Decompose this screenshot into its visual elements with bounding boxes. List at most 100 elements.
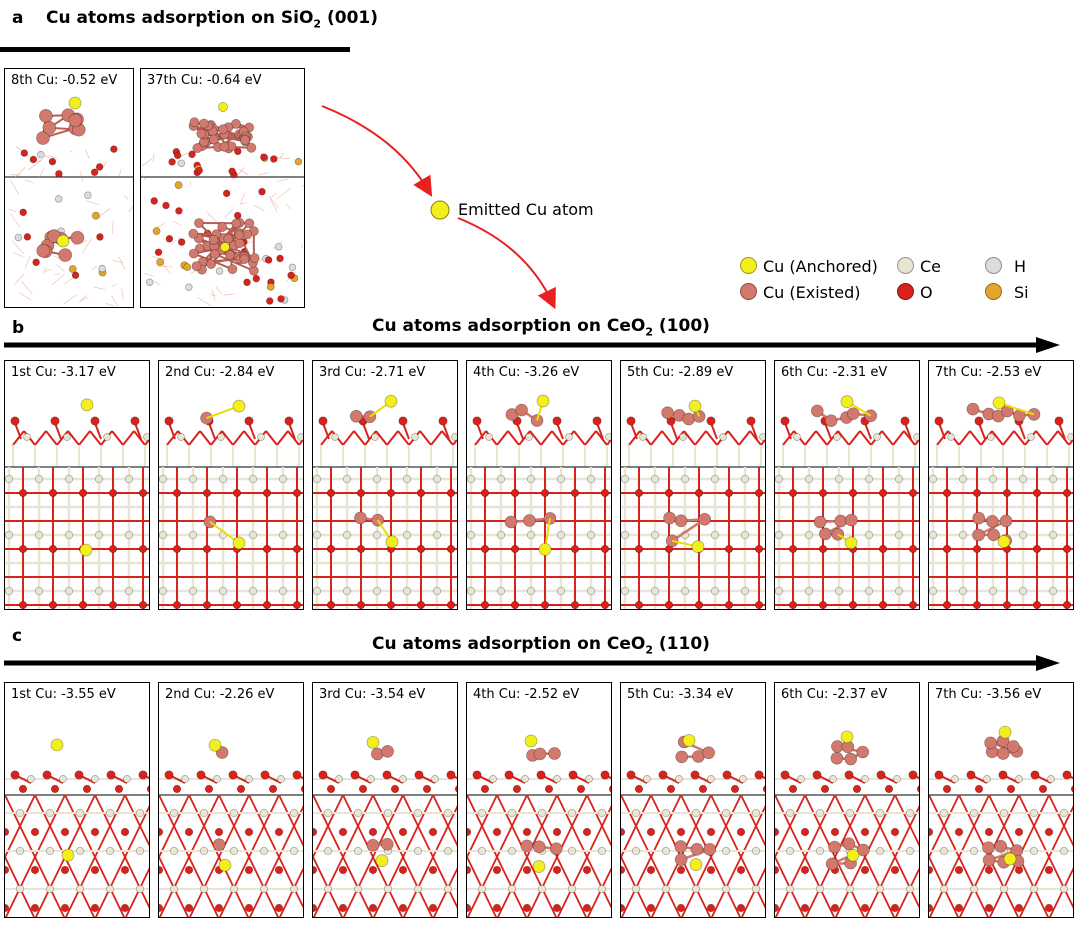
panel-b-frame-3-caption: 3rd Cu: -2.71 eV <box>319 365 426 380</box>
cu-anchored-atom <box>844 536 858 550</box>
cu-existed-atom <box>813 515 827 529</box>
ce-atom <box>661 808 671 818</box>
bond <box>278 794 303 847</box>
panel-c-frame-5: 5th Cu: -3.34 eV <box>620 682 766 918</box>
o-atom <box>972 600 982 609</box>
panel-a-frame-1: 8th Cu: -0.52 eV <box>4 68 134 308</box>
ce-atom <box>1015 775 1023 783</box>
ce-atom <box>335 775 343 783</box>
ce-atom <box>188 474 198 484</box>
cu-anchored-atom <box>524 734 538 748</box>
o-atom <box>890 903 900 913</box>
legend-h: H <box>985 257 1026 276</box>
o-atom <box>621 827 626 837</box>
ce-atom <box>313 530 322 540</box>
o-atom <box>621 865 626 875</box>
ce-atom <box>797 775 805 783</box>
cu-anchored-atom <box>997 535 1011 548</box>
bond <box>153 281 161 285</box>
bond <box>1018 805 1073 917</box>
o-atom <box>998 770 1008 780</box>
o-atom <box>106 770 116 780</box>
o-atom <box>634 600 644 609</box>
ce-atom <box>751 808 761 818</box>
ce-atom <box>804 530 814 540</box>
ce-atom <box>443 884 453 894</box>
o-atom <box>788 544 798 554</box>
o-atom <box>634 544 644 554</box>
cu-existed-atom <box>982 841 995 855</box>
panel-c-frame-7-caption: 7th Cu: -3.56 eV <box>935 687 1042 702</box>
bond <box>221 430 234 446</box>
o-atom <box>634 784 644 794</box>
o-atom <box>264 256 273 264</box>
bond <box>540 430 553 446</box>
bond <box>980 430 993 446</box>
o-atom <box>467 827 472 837</box>
bond <box>24 179 34 183</box>
legend-ce-label: Ce <box>920 257 942 276</box>
bond <box>159 854 190 917</box>
cu-existed-atom <box>349 409 363 423</box>
o-atom <box>1030 770 1040 780</box>
o-atom <box>42 770 52 780</box>
ce-atom <box>740 474 750 484</box>
ce-atom <box>507 846 517 856</box>
bond <box>124 867 149 917</box>
bond <box>375 430 388 446</box>
ce-atom <box>143 433 149 441</box>
panel-a-frame-2: 37th Cu: -0.64 eV <box>140 68 305 308</box>
legend-cu-anchored: Cu (Anchored) <box>740 257 878 276</box>
cu-existed-atom <box>533 747 547 761</box>
h-atom <box>84 191 92 199</box>
panel-b-frame-2-caption: 2nd Cu: -2.84 eV <box>165 365 275 380</box>
bond <box>171 239 177 245</box>
bond <box>9 213 21 228</box>
ce-atom <box>815 808 825 818</box>
ce-atom <box>740 586 750 596</box>
o-atom <box>108 488 118 498</box>
bond <box>94 805 149 917</box>
o-atom <box>1044 827 1054 837</box>
bond <box>11 240 24 255</box>
cu-existed-atom <box>698 512 712 526</box>
ce-atom <box>556 530 566 540</box>
bond <box>14 422 22 440</box>
ce-atom <box>383 884 393 894</box>
ce-atom <box>567 808 577 818</box>
ce-atom <box>861 775 869 783</box>
bond <box>705 430 718 446</box>
bond <box>94 422 102 440</box>
ce-atom <box>443 808 453 818</box>
ce-atom <box>721 808 731 818</box>
bond <box>1013 430 1026 446</box>
ce-atom <box>804 474 814 484</box>
bond <box>9 180 20 195</box>
bond <box>496 794 558 917</box>
ce-atom <box>383 808 393 818</box>
o-atom <box>338 827 348 837</box>
ce-atom <box>526 586 536 596</box>
o-atom <box>818 488 828 498</box>
o-atom <box>78 600 88 609</box>
ce-atom <box>135 846 145 856</box>
o-atom <box>600 488 610 498</box>
o-atom <box>173 151 182 160</box>
bond <box>671 518 706 542</box>
o-atom <box>570 600 580 609</box>
panel-c-title-main: Cu atoms adsorption on CeO <box>372 634 646 654</box>
o-atom <box>146 785 149 793</box>
o-atom <box>356 600 366 609</box>
ce-atom <box>496 586 506 596</box>
o-atom <box>287 271 295 280</box>
panel-a-underline <box>0 47 350 52</box>
cu-existed-atom <box>192 143 203 154</box>
bond <box>969 430 982 446</box>
ce-atom <box>1018 474 1028 484</box>
panel-b-frame-5: 5th Cu: -2.89 eV <box>620 360 766 610</box>
bond <box>48 155 58 159</box>
o-atom <box>90 168 99 177</box>
ce-atom <box>177 433 185 441</box>
ce-atom <box>815 884 825 894</box>
cu-existed-atom <box>188 228 199 239</box>
